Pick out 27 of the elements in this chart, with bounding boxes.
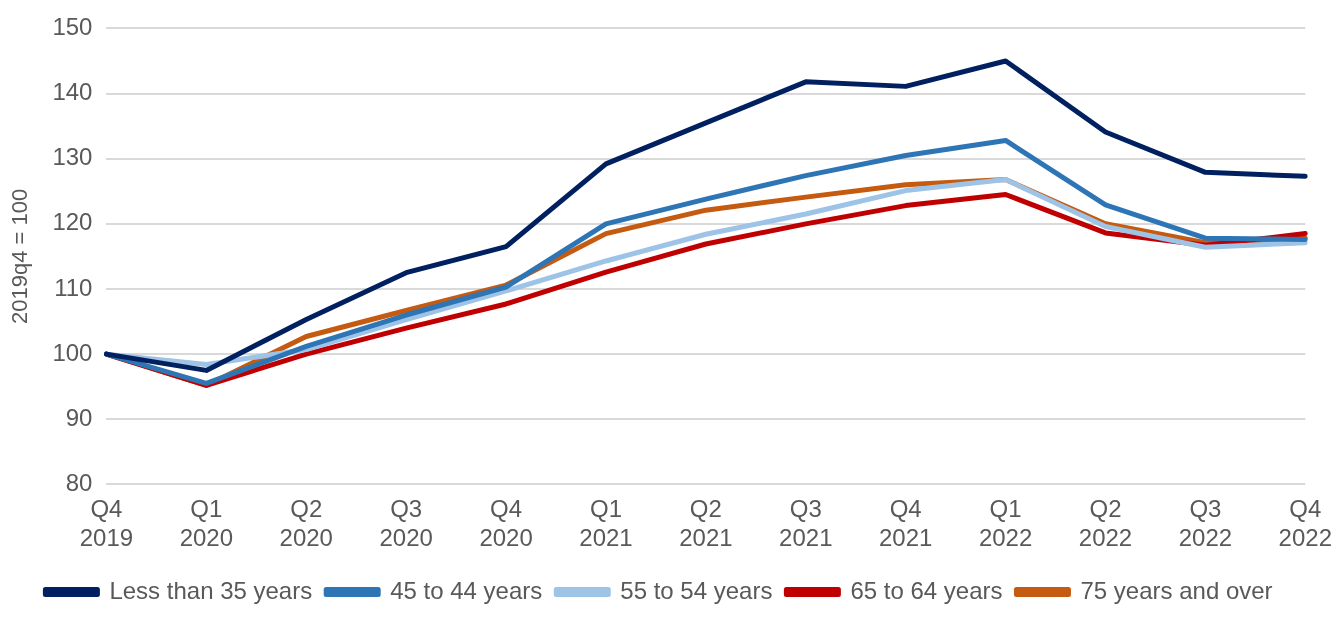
x-tick-label: Q1 2022 xyxy=(978,495,1033,552)
x-tick-label: Q1 2021 xyxy=(579,495,633,552)
x-tick-label: Q4 2021 xyxy=(878,495,933,552)
legend-label: 65 to 64 years xyxy=(850,576,1003,604)
x-tick-label: Q4 2020 xyxy=(479,495,533,552)
y-tick-label: 140 xyxy=(52,78,93,106)
x-tick-label: Q1 2020 xyxy=(179,495,234,552)
y-tick-label: 90 xyxy=(65,403,93,431)
x-tick-label: Q2 2020 xyxy=(279,495,333,552)
y-tick-label: 150 xyxy=(52,13,93,41)
legend-label: 75 years and over xyxy=(1080,576,1273,604)
legend-label: Less than 35 years xyxy=(109,576,313,604)
x-tick-label: Q4 2022 xyxy=(1278,495,1332,552)
legend-label: 55 to 54 years xyxy=(620,576,773,604)
y-tick-label: 120 xyxy=(52,208,93,236)
x-tick-label: Q3 2020 xyxy=(379,495,433,552)
y-axis-title: 2019q4 = 100 xyxy=(7,188,33,324)
x-tick-label: Q3 2021 xyxy=(779,495,833,552)
y-tick-label: 110 xyxy=(54,273,93,301)
x-tick-label: Q2 2022 xyxy=(1078,495,1133,552)
y-tick-label: 100 xyxy=(52,338,93,366)
x-tick-label: Q3 2022 xyxy=(1178,495,1233,552)
y-tick-label: 80 xyxy=(65,469,93,497)
legend-label: 45 to 44 years xyxy=(390,576,543,604)
x-tick-label: Q2 2021 xyxy=(679,495,733,552)
y-tick-label: 130 xyxy=(52,143,93,171)
x-tick-label: Q4 2019 xyxy=(79,495,134,552)
